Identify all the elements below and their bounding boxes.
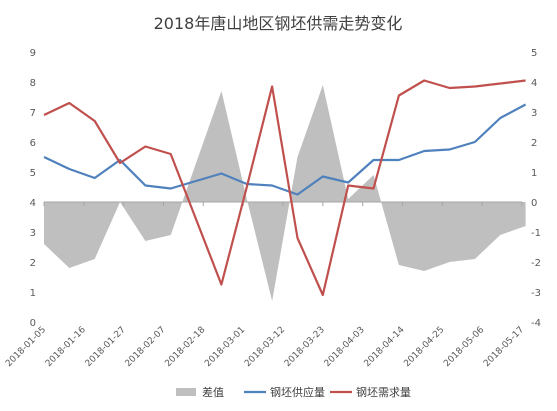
line-series-supply — [43, 103, 527, 196]
left-axis-tick-label: 6 — [30, 138, 36, 149]
left-axis-tick-label: 7 — [30, 108, 36, 119]
x-axis-tick-label: 2018-05-06 — [442, 325, 486, 369]
series-line — [43, 79, 526, 297]
legend-label: 钢坯供应量 — [270, 385, 325, 399]
right-axis-tick-label: -1 — [531, 228, 541, 239]
x-axis-tick-label: 2018-03-01 — [203, 325, 247, 369]
left-axis-tick-label: 0 — [30, 318, 36, 329]
right-axis-tick-label: -2 — [531, 258, 541, 269]
x-axis-tick-label: 2018-03-23 — [283, 325, 327, 369]
right-axis-tick-label: 3 — [531, 108, 537, 119]
right-axis-tick-label: -4 — [531, 318, 541, 329]
x-axis-tick-label: 2018-05-17 — [482, 325, 526, 369]
series-line — [43, 103, 527, 196]
right-axis-tick-label: 0 — [531, 198, 537, 209]
right-axis-tick-label: 4 — [531, 78, 537, 89]
left-axis-tick-label: 9 — [30, 48, 36, 59]
right-axis-tick-label: -3 — [531, 288, 541, 299]
x-axis-tick-label: 2018-02-18 — [163, 325, 207, 369]
legend-swatch-diff — [176, 388, 196, 396]
x-axis-tick-label: 2018-04-25 — [402, 325, 446, 369]
legend-label: 钢坯需求量 — [356, 386, 411, 399]
right-axis-tick-label: 5 — [531, 48, 537, 59]
right-axis-tick-label: 2 — [531, 138, 537, 149]
left-axis-tick-label: 5 — [30, 168, 36, 179]
area-fill-diff — [44, 85, 526, 301]
x-axis-tick-label: 2018-02-07 — [124, 325, 168, 369]
left-axis-tick-label: 1 — [30, 288, 36, 299]
x-axis-tick-label: 2018-01-05 — [4, 325, 48, 369]
x-axis-tick-label: 2018-01-27 — [84, 325, 128, 369]
line-series-demand — [43, 79, 526, 297]
x-axis-tick-label: 2018-04-03 — [323, 325, 367, 369]
x-axis-tick-label: 2018-04-14 — [363, 325, 407, 369]
area-series-diff — [44, 85, 526, 301]
legend: 差值 钢坯供应量 钢坯需求量 — [176, 385, 411, 399]
left-axis-tick-label: 4 — [30, 198, 36, 209]
right-axis-tick-label: 1 — [531, 168, 537, 179]
x-axis-tick-label: 2018-01-16 — [44, 325, 88, 369]
legend-label: 差值 — [202, 385, 224, 399]
left-axis-tick-label: 3 — [30, 228, 36, 239]
chart-title: 2018年唐山地区钢坯供需走势变化 — [154, 14, 403, 33]
left-axis-tick-label: 2 — [30, 258, 36, 269]
x-axis-tick-label: 2018-03-12 — [243, 325, 287, 369]
left-axis-tick-label: 8 — [30, 78, 36, 89]
